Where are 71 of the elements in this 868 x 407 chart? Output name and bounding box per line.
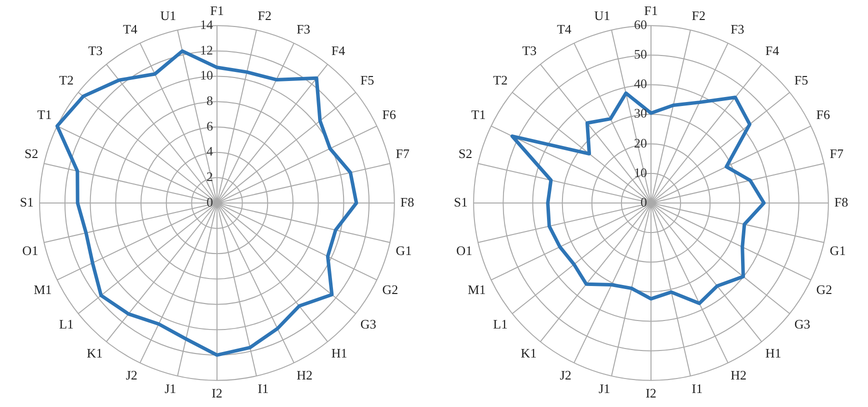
y-tick-label: 2 xyxy=(206,169,213,184)
y-tick-label: 4 xyxy=(206,144,214,159)
spoke-label: I1 xyxy=(258,381,269,396)
spoke-label: S1 xyxy=(20,194,34,210)
y-tick-label: 50 xyxy=(634,46,647,62)
spoke-label: T4 xyxy=(556,21,572,36)
spoke-label: H1 xyxy=(765,346,782,361)
y-tick-label: 60 xyxy=(634,17,647,32)
spoke-label: T4 xyxy=(122,21,138,36)
spoke-label: T2 xyxy=(59,72,74,88)
spoke-label: I2 xyxy=(212,386,222,401)
y-tick-label: 6 xyxy=(206,118,214,134)
spoke-label: S2 xyxy=(24,146,38,161)
spoke-label: F8 xyxy=(834,194,848,210)
spoke-label: F8 xyxy=(400,194,414,210)
y-tick-label: 0 xyxy=(640,194,647,210)
spoke-label: J1 xyxy=(164,381,176,396)
spoke-label: I1 xyxy=(692,381,703,396)
spoke-label: F4 xyxy=(765,43,780,58)
spoke-label: O1 xyxy=(22,243,38,258)
spoke-label: G2 xyxy=(382,282,398,297)
spoke-label: K1 xyxy=(86,346,103,361)
spoke-label: T3 xyxy=(522,43,537,58)
y-tick-label: 14 xyxy=(200,17,214,32)
spoke-label: F5 xyxy=(360,72,374,88)
y-tick-label: 40 xyxy=(634,76,647,92)
spoke-label: L1 xyxy=(493,316,508,332)
spoke-label: L1 xyxy=(59,316,74,332)
spoke-label: F3 xyxy=(296,21,310,36)
spoke-label: I2 xyxy=(646,386,656,401)
spoke-label: U1 xyxy=(594,8,610,23)
y-tick-label: 10 xyxy=(634,164,647,180)
spoke-label: F7 xyxy=(396,146,410,161)
spoke-label: F6 xyxy=(816,107,830,122)
spoke-label: K1 xyxy=(520,346,537,361)
spoke-label: O1 xyxy=(456,243,472,258)
spoke-label: H1 xyxy=(331,346,348,361)
spoke-label: T1 xyxy=(471,107,486,122)
spoke-label: F1 xyxy=(644,3,658,18)
spoke-label: J2 xyxy=(560,367,572,382)
spoke-label: F5 xyxy=(794,72,808,88)
spoke-label: U1 xyxy=(160,8,176,23)
spoke-label: F6 xyxy=(382,107,396,122)
spoke-label: S1 xyxy=(454,194,468,210)
spoke-label: F2 xyxy=(692,8,706,23)
spoke-label: M1 xyxy=(34,282,52,297)
spoke-label: T1 xyxy=(37,107,52,122)
spoke-label: G1 xyxy=(830,243,846,258)
y-tick-label: 12 xyxy=(200,42,213,58)
spoke-label: F7 xyxy=(830,146,844,161)
spoke-label: G2 xyxy=(816,282,832,297)
spoke-label: G3 xyxy=(360,316,376,332)
spoke-label: H2 xyxy=(296,367,312,382)
spoke-label: G1 xyxy=(396,243,412,258)
spoke-label: J1 xyxy=(598,381,610,396)
spoke-label: F1 xyxy=(210,3,224,18)
y-tick-label: 10 xyxy=(200,68,213,83)
y-tick-label: 0 xyxy=(206,194,213,210)
spoke-label: J2 xyxy=(126,367,138,382)
spoke-label: F2 xyxy=(258,8,272,23)
y-tick-label: 20 xyxy=(634,135,647,150)
spoke-label: T3 xyxy=(88,43,103,58)
spoke-label: G3 xyxy=(794,316,810,332)
y-tick-label: 8 xyxy=(206,93,213,108)
spoke-label: F3 xyxy=(730,21,744,36)
spoke-label: S2 xyxy=(458,146,472,161)
spoke-label: F4 xyxy=(331,43,346,58)
y-tick-label: 30 xyxy=(634,106,647,121)
spoke-label: H2 xyxy=(730,367,746,382)
spoke-label: M1 xyxy=(468,282,486,297)
spoke-label: T2 xyxy=(493,72,508,88)
